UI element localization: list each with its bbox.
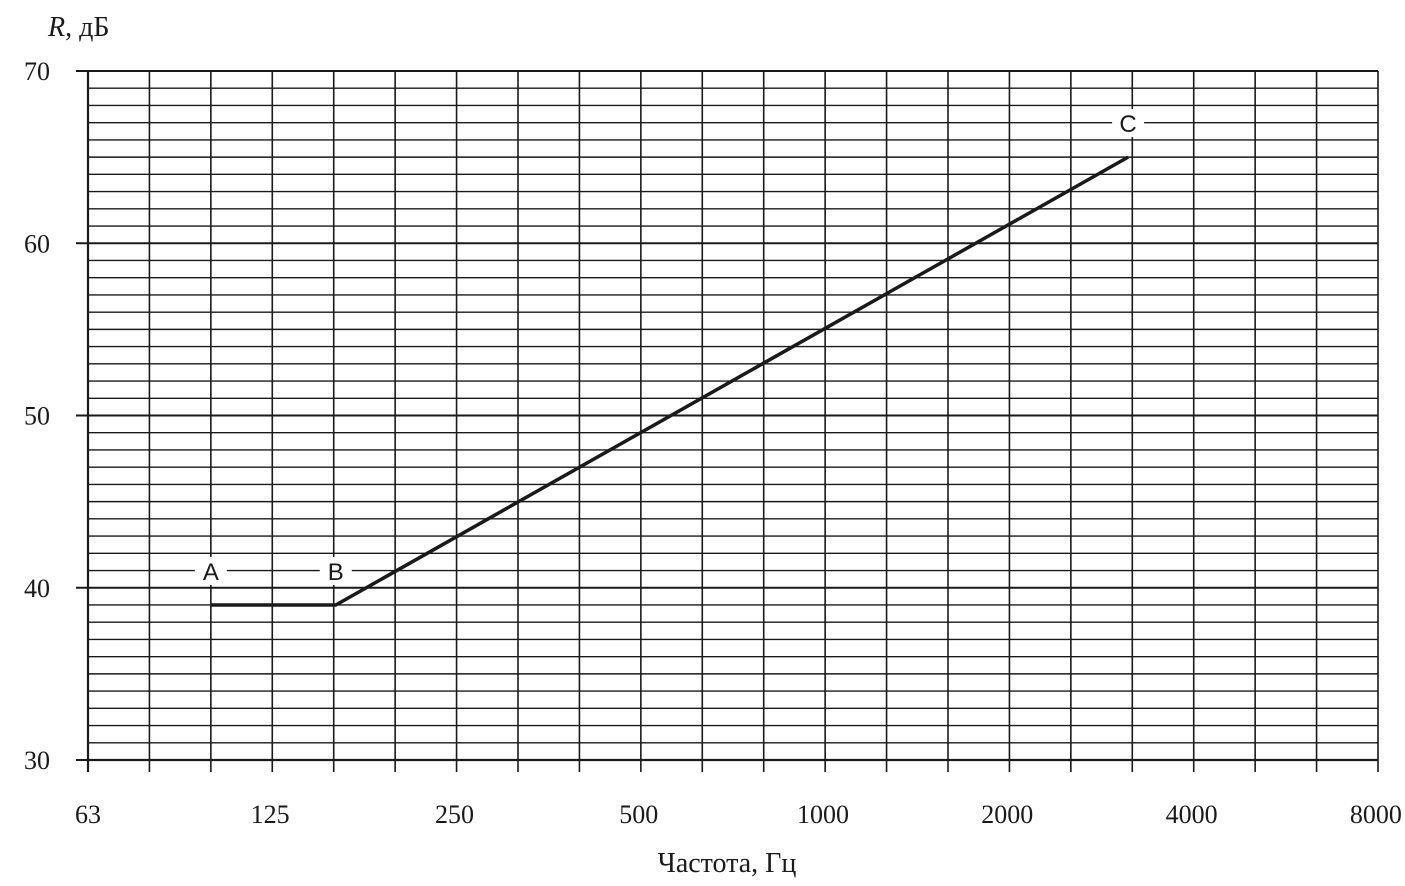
point-label-bg [319, 556, 352, 585]
x-axis-title: Частота, Гц [658, 848, 797, 879]
series-line [210, 155, 1129, 607]
y-tick-label: 60 [24, 229, 50, 258]
x-tick-label: 63 [75, 800, 101, 829]
x-tick-label: 1000 [797, 800, 849, 829]
y-tick-label: 40 [24, 574, 50, 603]
tick-labels: 30 40 50 60 70 63 125 250 500 1000 2000 4000 8000 [24, 57, 1402, 829]
point-label-c: C [1119, 111, 1136, 138]
x-tick-label: 4000 [1166, 800, 1218, 829]
point-label-b: B [328, 559, 344, 586]
y-axis-variable: R [47, 12, 65, 43]
point-labels: A B C [194, 109, 1145, 586]
series [210, 155, 1129, 607]
x-tick-label: 8000 [1350, 800, 1402, 829]
point-label-a: A [203, 559, 219, 586]
point-label-bg [1112, 109, 1145, 138]
y-axis-unit: , дБ [65, 12, 109, 43]
x-tick-label: 250 [435, 800, 474, 829]
y-axis-title: R, дБ [47, 12, 109, 43]
y-tick-label: 70 [24, 57, 50, 86]
x-tick-label: 125 [251, 800, 290, 829]
x-tick-label: 2000 [981, 800, 1033, 829]
y-tick-label: 50 [24, 402, 50, 431]
point-label-bg [194, 556, 227, 585]
grid [87, 70, 1379, 772]
axes [76, 70, 1378, 772]
x-tick-label: 500 [619, 800, 658, 829]
y-tick-label: 30 [24, 746, 50, 775]
